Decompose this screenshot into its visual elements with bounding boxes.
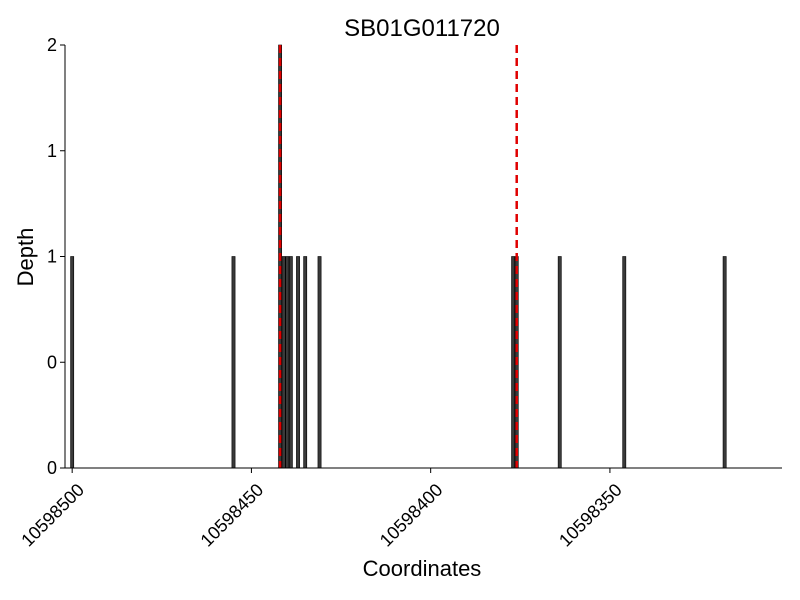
y-tick-label: 0 [47, 458, 57, 478]
y-axis-ticks: 0 0 1 1 2 [47, 35, 65, 478]
depth-bar [281, 256, 286, 469]
y-tick-label: 2 [47, 35, 57, 55]
x-axis-label: Coordinates [363, 556, 482, 581]
x-tick-label: 10598500 [17, 480, 88, 551]
chart-title: SB01G011720 [344, 15, 500, 42]
depth-bar [70, 256, 75, 469]
depth-bar [511, 256, 516, 469]
depth-bar [296, 256, 300, 469]
depth-bar [317, 256, 322, 469]
depth-bar [303, 256, 308, 469]
depth-bar [622, 256, 627, 469]
y-tick-label: 1 [47, 141, 57, 161]
x-tick-label: 10598400 [376, 480, 447, 551]
reference-lines [278, 45, 518, 468]
depth-bar [722, 256, 727, 469]
depth-bar [557, 256, 562, 469]
x-tick-label: 10598450 [197, 480, 268, 551]
depth-bar [285, 256, 290, 469]
depth-bar [288, 256, 293, 469]
x-axis-ticks: 10598500 10598450 10598400 10598350 [17, 468, 626, 551]
depth-bar [231, 256, 236, 469]
y-axis-label: Depth [13, 228, 38, 287]
y-tick-label: 1 [47, 247, 57, 267]
x-tick-label: 10598350 [555, 480, 626, 551]
y-tick-label: 0 [47, 352, 57, 372]
depth-bars [70, 44, 727, 469]
